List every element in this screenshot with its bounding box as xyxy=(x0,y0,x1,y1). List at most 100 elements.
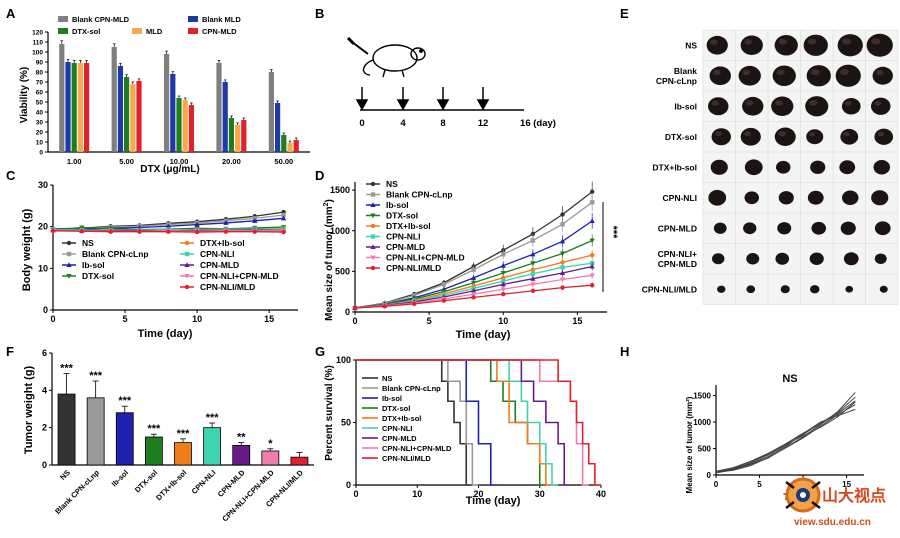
data-point-cpn-nli-mld xyxy=(79,229,85,234)
panel-c-xlabel: Time (day) xyxy=(138,328,193,340)
y-tick-label: 30 xyxy=(36,120,44,127)
tumor-highlight-dtx-sol-6 xyxy=(877,131,885,137)
legend-marker-ns xyxy=(370,181,376,187)
data-point-blank-cpn-clnp xyxy=(589,200,595,205)
data-point-cpn-nli-mld xyxy=(352,305,358,311)
bar-blank-mld-20-00 xyxy=(222,82,228,152)
data-point-cpn-nli-mld xyxy=(501,291,506,297)
x-tick-label: 5 xyxy=(427,316,432,326)
data-point-cpn-nli-cpn-mld xyxy=(500,287,506,293)
tumor-specimen-blank-cpn-clnp-5 xyxy=(835,64,861,87)
data-point-blank-cpn-clnp xyxy=(501,252,506,257)
photo-row-label-ib-sol: Ib-sol xyxy=(674,101,697,111)
data-point-cpn-nli-cpn-mld xyxy=(589,273,595,279)
bar-blank-cpn-clnp xyxy=(86,397,105,466)
y-tick-label: 0 xyxy=(39,150,43,157)
data-point-dtx-sol xyxy=(530,261,536,267)
legend-marker-cpn-mld xyxy=(370,244,376,249)
watermark-logo-icon xyxy=(785,477,821,513)
bar-dtx-sol-20-00 xyxy=(228,118,234,152)
tumor-specimen-blank-cpn-clnp-6 xyxy=(872,66,893,85)
legend-label-cpn-nli-mld: CPN-NLI/MLD xyxy=(382,454,431,463)
bar-blank-mld-5-00 xyxy=(117,66,123,152)
legend-label-blank-mld: Blank MLD xyxy=(202,15,241,24)
tumor-highlight-ns-3 xyxy=(778,38,787,45)
significance-dtx-ib-sol: *** xyxy=(177,428,191,440)
tumor-specimen-cpn-nli-3 xyxy=(778,191,794,205)
tumor-specimen-dtx-ib-sol-6 xyxy=(873,159,890,175)
data-point-dtx-ib-sol xyxy=(589,252,595,258)
data-point-blank-cpn-clnp xyxy=(530,238,536,243)
survival-curve-ns xyxy=(356,359,473,486)
tumor-specimen-dtx-ib-sol-3 xyxy=(776,160,791,174)
data-point-ib-sol xyxy=(165,223,171,229)
x-tick-label-ns: NS xyxy=(58,468,72,482)
mouse-illustration xyxy=(346,36,426,78)
bar-mld-20-00 xyxy=(235,125,241,152)
tumor-specimen-dtx-ib-sol-1 xyxy=(710,159,728,175)
panel-d-ylabel-main: Mean size of tumor (mm xyxy=(324,206,335,321)
watermark: 山大视点 view.sdu.edu.cn xyxy=(780,470,898,534)
bar-blank-mld-50-00 xyxy=(275,103,281,152)
data-point-ib-sol xyxy=(500,262,506,268)
legend-label-cpn-mld: CPN-MLD xyxy=(200,260,239,270)
tumor-specimen-dtx-ib-sol-5 xyxy=(839,160,856,175)
bar-cpn-nli-cpn-mld xyxy=(261,450,280,466)
legend-label-cpn-nli-cpn-mld: CPN-NLI+CPN-MLD xyxy=(200,271,279,281)
panel-a-legend: Blank CPN-MLD Blank MLD DTX-sol MLD CPN-… xyxy=(58,15,241,36)
x-tick-label: 1.00 xyxy=(67,157,82,166)
y-tick-label: 10 xyxy=(36,140,44,147)
tumor-specimen-cpn-nli-5 xyxy=(842,190,859,206)
legend-swatch-dtx-sol xyxy=(58,28,68,34)
bar-cpn-nli-mld xyxy=(290,456,309,466)
data-point-cpn-nli-mld xyxy=(281,229,286,235)
data-point-ns xyxy=(589,189,595,194)
tumor-specimen-cpn-nli-cpn-mld-5 xyxy=(843,252,859,266)
bar-cpn-nli xyxy=(203,427,222,466)
data-point-cpn-nli-mld xyxy=(108,229,113,234)
survival-curve-cpn-mld xyxy=(356,359,571,486)
bar-dtx-sol-10-00 xyxy=(176,98,182,152)
y-tick-label: 80 xyxy=(36,70,44,77)
x-tick-label: 15 xyxy=(842,480,851,489)
data-point-cpn-nli-cpn-mld xyxy=(530,282,536,288)
x-tick-label: 20.00 xyxy=(222,157,241,166)
tumor-highlight-ns-5 xyxy=(842,38,851,45)
tumor-specimen-cpn-nli-cpn-mld-4 xyxy=(809,252,824,265)
tumor-specimen-cpn-nli-4 xyxy=(807,190,824,205)
data-point-cpn-nli-mld xyxy=(166,229,171,234)
legend-label-dtx-sol: DTX-sol xyxy=(382,404,410,413)
legend-label-ns: NS xyxy=(386,179,398,189)
y-tick-label: 30 xyxy=(38,180,48,190)
series-line-series-5 xyxy=(715,400,856,472)
tumor-specimen-cpn-nli-mld-5 xyxy=(845,285,854,293)
x-tick-label: 20 xyxy=(473,489,483,499)
x-tick-label: 0 xyxy=(352,316,357,326)
bar-dtx-ib-sol xyxy=(174,442,192,466)
data-point-dtx-sol xyxy=(589,238,595,244)
legend-label-cpn-nli: CPN-NLI xyxy=(386,232,420,242)
x-tick-label: 50.00 xyxy=(274,157,293,166)
bar-dtx-sol-50-00 xyxy=(281,135,287,152)
tumor-specimen-cpn-nli-mld-1 xyxy=(717,285,726,293)
legend-marker-ib-sol xyxy=(66,262,72,267)
bar-blank-cpn-mld-5-00 xyxy=(111,47,117,152)
bar-dtx-sol xyxy=(144,436,163,466)
x-tick-label-cpn-nli-cpn-mld: CPN-NLI+CPN-MLD xyxy=(220,468,276,524)
data-point-cpn-nli xyxy=(560,265,565,270)
y-tick-label: 0 xyxy=(346,480,351,490)
y-tick-label: 100 xyxy=(336,355,351,365)
y-tick-label: 0 xyxy=(707,471,712,480)
data-point-cpn-nli-mld xyxy=(137,229,142,234)
tumor-highlight-blank-cpn-clnp-5 xyxy=(840,68,849,76)
bar-ns xyxy=(57,393,76,466)
data-point-cpn-mld xyxy=(470,288,477,293)
tumor-highlight-blank-cpn-clnp-6 xyxy=(876,70,884,76)
bar-cpn-mld-50-00 xyxy=(293,140,299,152)
legend-label-mld: MLD xyxy=(146,27,163,36)
panel-d-tumor-growth-chart: 0 5 10 15 0 500 1000 1500 Mean size of tumor (m… xyxy=(323,179,619,341)
tumor-specimen-dtx-sol-5 xyxy=(840,128,859,145)
legend-label-dtx-sol: DTX-sol xyxy=(82,271,114,281)
data-point-cpn-nli xyxy=(501,278,506,284)
significance-dtx-sol: *** xyxy=(147,423,161,435)
